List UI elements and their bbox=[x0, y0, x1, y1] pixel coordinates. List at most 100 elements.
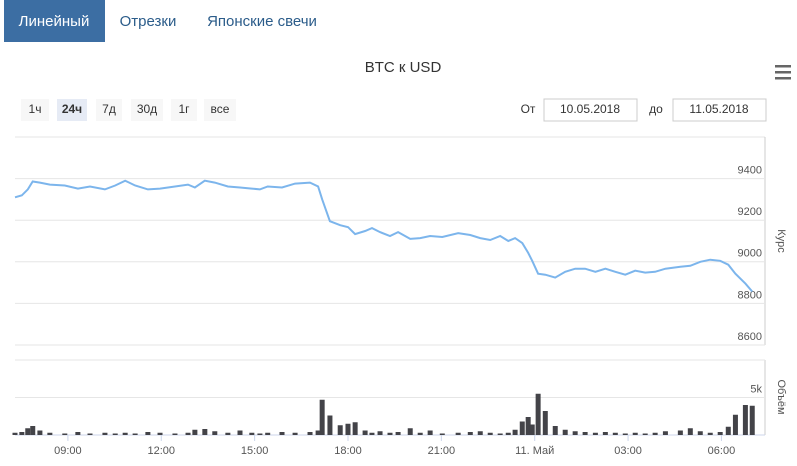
y-tick-label: 8800 bbox=[738, 289, 762, 301]
volume-bar bbox=[662, 431, 668, 435]
range-button-label[interactable]: 1г bbox=[178, 102, 190, 116]
volume-bar bbox=[642, 433, 648, 435]
volume-bar bbox=[497, 433, 503, 435]
volume-bar bbox=[30, 426, 36, 435]
volume-bar bbox=[407, 428, 413, 435]
volume-bar bbox=[362, 430, 368, 435]
range-button[interactable] bbox=[57, 99, 87, 121]
x-tick-label: 11. Май bbox=[515, 445, 554, 457]
y-tick-label: 9000 bbox=[738, 248, 762, 260]
range-button-label[interactable]: 24ч bbox=[62, 102, 82, 116]
tab[interactable]: Линейный bbox=[19, 13, 90, 30]
chart-title: BTC к USD bbox=[365, 59, 442, 76]
volume-bar bbox=[292, 432, 298, 435]
volume-bar bbox=[387, 432, 393, 435]
volume-bar bbox=[602, 432, 608, 435]
volume-bar bbox=[467, 432, 473, 435]
volume-bar bbox=[572, 431, 578, 435]
tab-active-bg[interactable] bbox=[4, 0, 105, 42]
volume-bar bbox=[132, 433, 138, 435]
volume-bar bbox=[62, 433, 68, 435]
volume-bar bbox=[265, 432, 271, 435]
y-tick-label: 9400 bbox=[738, 165, 762, 177]
from-value[interactable]: 10.05.2018 bbox=[560, 102, 620, 116]
range-button[interactable] bbox=[96, 99, 122, 121]
volume-bar bbox=[535, 393, 541, 435]
volume-bar bbox=[505, 432, 511, 435]
volume-bar bbox=[102, 432, 108, 435]
volume-bar bbox=[717, 432, 723, 435]
x-tick-label: 21:00 bbox=[428, 445, 456, 457]
range-button-label[interactable]: все bbox=[211, 102, 230, 116]
volume-bar bbox=[652, 432, 658, 435]
tab[interactable]: Отрезки bbox=[120, 13, 177, 30]
volume-bar bbox=[677, 430, 683, 435]
volume-bar bbox=[742, 405, 748, 435]
volume-bar bbox=[249, 432, 255, 435]
volume-bar bbox=[315, 430, 321, 435]
tab[interactable]: Японские свечи bbox=[207, 13, 317, 30]
y-axis-title: Курс bbox=[775, 229, 787, 253]
volume-bar bbox=[112, 433, 118, 435]
x-tick-label: 15:00 bbox=[241, 445, 269, 457]
volume-bar bbox=[145, 432, 151, 435]
volume-bar bbox=[749, 405, 755, 435]
x-tick-label: 03:00 bbox=[614, 445, 642, 457]
from-input[interactable] bbox=[543, 98, 638, 122]
menu-button[interactable] bbox=[775, 65, 791, 80]
volume-bar bbox=[37, 430, 43, 435]
y-tick-label: 9200 bbox=[738, 206, 762, 218]
volume-bar bbox=[552, 426, 558, 435]
volume-bar bbox=[157, 432, 163, 435]
volume-bar bbox=[707, 432, 713, 435]
volume-bar bbox=[395, 432, 401, 435]
volume-bar bbox=[327, 415, 333, 435]
volume-bar bbox=[12, 432, 18, 435]
to-label: до bbox=[649, 102, 663, 116]
volume-bar bbox=[75, 432, 81, 435]
volume-bar bbox=[172, 433, 178, 435]
volume-bar bbox=[225, 432, 231, 435]
x-tick-label: 09:00 bbox=[54, 445, 82, 457]
volume-bar bbox=[687, 428, 693, 435]
volume-bar bbox=[319, 399, 325, 435]
volume-bar bbox=[592, 432, 598, 435]
price-line bbox=[14, 179, 753, 293]
volume-bar bbox=[732, 414, 738, 435]
range-button-label[interactable]: 30д bbox=[137, 102, 157, 116]
range-button[interactable] bbox=[131, 99, 163, 121]
volume-bar bbox=[582, 432, 588, 435]
volume-bar bbox=[377, 431, 383, 435]
volume-bar bbox=[562, 429, 568, 435]
volume-bar bbox=[122, 432, 128, 435]
volume-bar bbox=[529, 424, 535, 435]
to-value[interactable]: 11.05.2018 bbox=[689, 102, 748, 116]
range-button[interactable] bbox=[171, 99, 197, 121]
volume-bar bbox=[477, 431, 483, 435]
range-button-label[interactable]: 1ч bbox=[29, 102, 42, 116]
volume-bar bbox=[512, 429, 518, 435]
volume-axis-title: Объём bbox=[775, 379, 787, 414]
volume-bar bbox=[697, 431, 703, 435]
range-button-label[interactable]: 7д bbox=[102, 102, 116, 116]
volume-bar bbox=[525, 417, 531, 435]
volume-bar bbox=[622, 433, 628, 435]
range-button[interactable] bbox=[21, 99, 49, 121]
range-button[interactable] bbox=[204, 99, 236, 121]
volume-bar bbox=[87, 433, 93, 435]
x-tick-label: 12:00 bbox=[147, 445, 175, 457]
volume-bar bbox=[279, 432, 285, 435]
y-tick-label: 5k bbox=[750, 383, 762, 395]
volume-bar bbox=[612, 432, 618, 435]
volume-bar bbox=[47, 432, 53, 435]
volume-bar bbox=[185, 432, 191, 435]
volume-bar bbox=[417, 432, 423, 435]
volume-bar bbox=[345, 423, 351, 435]
volume-bar bbox=[632, 432, 638, 435]
x-tick-label: 18:00 bbox=[334, 445, 362, 457]
volume-bar bbox=[337, 425, 343, 435]
volume-bar bbox=[192, 429, 198, 435]
to-input[interactable] bbox=[672, 98, 767, 122]
volume-bar bbox=[307, 432, 313, 435]
volume-bar bbox=[427, 430, 433, 435]
